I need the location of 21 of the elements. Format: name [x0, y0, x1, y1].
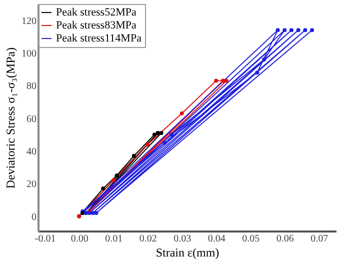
x-tick-label: 0.07 — [310, 234, 328, 244]
x-tick-label: 0.06 — [276, 234, 294, 244]
x-tick-label: -0.01 — [34, 234, 56, 244]
y-tick-label: 80 — [26, 81, 36, 92]
x-tick-label: 0.01 — [105, 234, 123, 244]
y-tick-label: 40 — [26, 146, 36, 158]
x-tick-label: 0.05 — [242, 234, 260, 244]
legend-label: Peak stress83MPa — [56, 20, 136, 32]
y-tick-label: 60 — [26, 114, 36, 125]
x-axis-title: Strain ε(mm) — [156, 246, 220, 260]
y-tick-label: 0 — [32, 212, 36, 223]
y-axis-title: Deviatoric Stress σ₁-σ₃(MPa) — [4, 47, 18, 189]
x-tick-label: 0.03 — [174, 234, 192, 244]
legend-label: Peak stress52MPa — [56, 6, 136, 18]
y-tick-label: 100 — [22, 48, 36, 60]
x-tick-label: 0.04 — [208, 234, 226, 244]
x-tick-label: 0.02 — [139, 234, 157, 244]
y-tick-label: 120 — [22, 16, 36, 27]
x-tick-label: 0.00 — [70, 234, 88, 244]
y-tick-label: 20 — [26, 179, 36, 190]
legend-label: Peak stress114MPa — [56, 32, 142, 44]
